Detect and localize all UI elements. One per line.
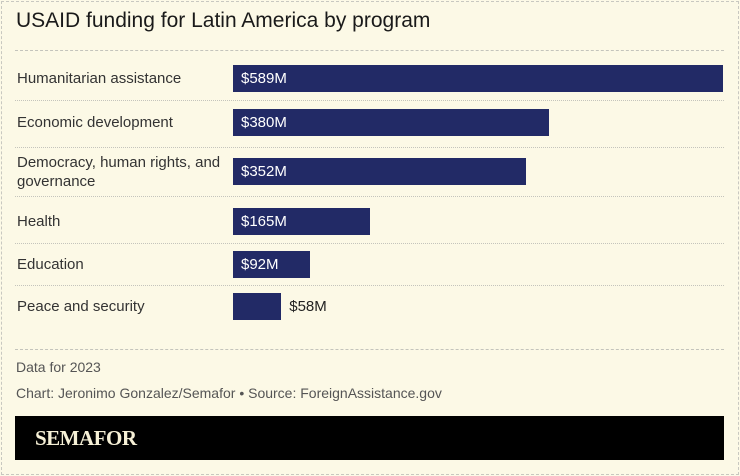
- chart-title: USAID funding for Latin America by progr…: [16, 9, 431, 32]
- category-label: Economic development: [17, 114, 173, 131]
- category-label: Health: [17, 213, 61, 230]
- bar: [233, 293, 282, 320]
- category-label: Education: [17, 256, 84, 273]
- row-separator: [15, 100, 724, 101]
- category-label: Peace and security: [17, 298, 145, 315]
- row-separator: [15, 285, 724, 286]
- bar: [233, 251, 310, 278]
- category-label: Humanitarian assistance: [17, 70, 182, 87]
- data-label: $352M: [241, 163, 287, 180]
- brand-bar: SEMAFOR: [15, 416, 724, 460]
- data-label: $165M: [241, 213, 287, 230]
- data-label: $380M: [241, 114, 287, 131]
- credit-line: Chart: Jeronimo Gonzalez/Semafor • Sourc…: [16, 385, 442, 401]
- bar: [233, 158, 526, 185]
- semafor-logo: SEMAFOR: [35, 426, 137, 450]
- data-label: $589M: [241, 70, 287, 87]
- bar: [233, 65, 723, 92]
- data-label: $92M: [241, 256, 279, 273]
- footer-divider: [15, 349, 724, 350]
- bar: [233, 109, 550, 136]
- title-divider: [15, 50, 724, 51]
- category-label: Democracy, human rights, and governance: [17, 154, 221, 190]
- data-note: Data for 2023: [16, 359, 101, 375]
- row-separator: [15, 146, 724, 148]
- bar: [233, 208, 371, 235]
- row-separator: [15, 196, 724, 197]
- row-separator: [15, 242, 724, 244]
- data-label: $58M: [289, 298, 327, 315]
